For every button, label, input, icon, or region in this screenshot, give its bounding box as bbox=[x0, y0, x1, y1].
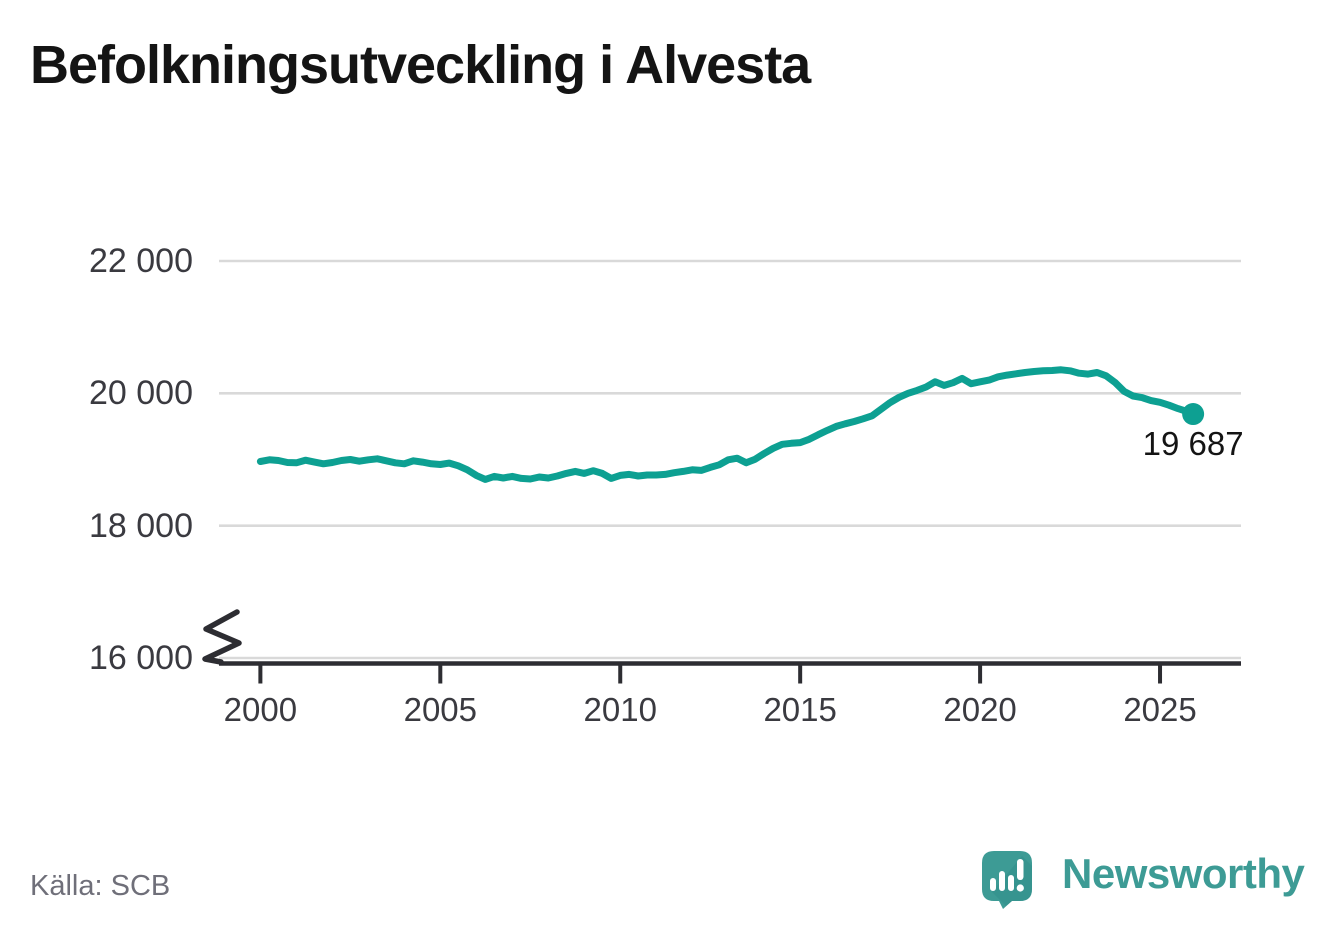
gridlines bbox=[219, 259, 1241, 660]
y-axis-tick-label: 18 000 bbox=[89, 506, 193, 545]
chart-title: Befolkningsutveckling i Alvesta bbox=[30, 35, 811, 95]
x-axis-tick-label: 2000 bbox=[223, 691, 298, 728]
y-axis-tick-label: 16 000 bbox=[89, 639, 193, 677]
population-series-line bbox=[256, 366, 1205, 483]
x-axis bbox=[219, 661, 1241, 684]
x-axis-tick-label: 2005 bbox=[403, 691, 478, 728]
x-axis-tick-label: 2015 bbox=[763, 691, 837, 728]
y-axis-tick-label: 20 000 bbox=[89, 374, 193, 413]
source-caption: Källa: SCB bbox=[30, 870, 171, 902]
last-value-label: 19 687 bbox=[1142, 425, 1244, 463]
y-axis-tick-label: 22 000 bbox=[89, 242, 193, 280]
newsworthy-logo: Newsworthy bbox=[978, 848, 1305, 910]
x-axis-tick-label: 2020 bbox=[943, 691, 1017, 728]
axis-break-icon bbox=[202, 609, 242, 665]
newsworthy-logo-text: Newsworthy bbox=[1062, 850, 1305, 897]
newsworthy-speech-bubble-bar-chart-icon bbox=[982, 851, 1032, 909]
x-axis-tick-label: 2025 bbox=[1123, 691, 1197, 728]
x-axis-tick-label: 2010 bbox=[583, 691, 657, 728]
